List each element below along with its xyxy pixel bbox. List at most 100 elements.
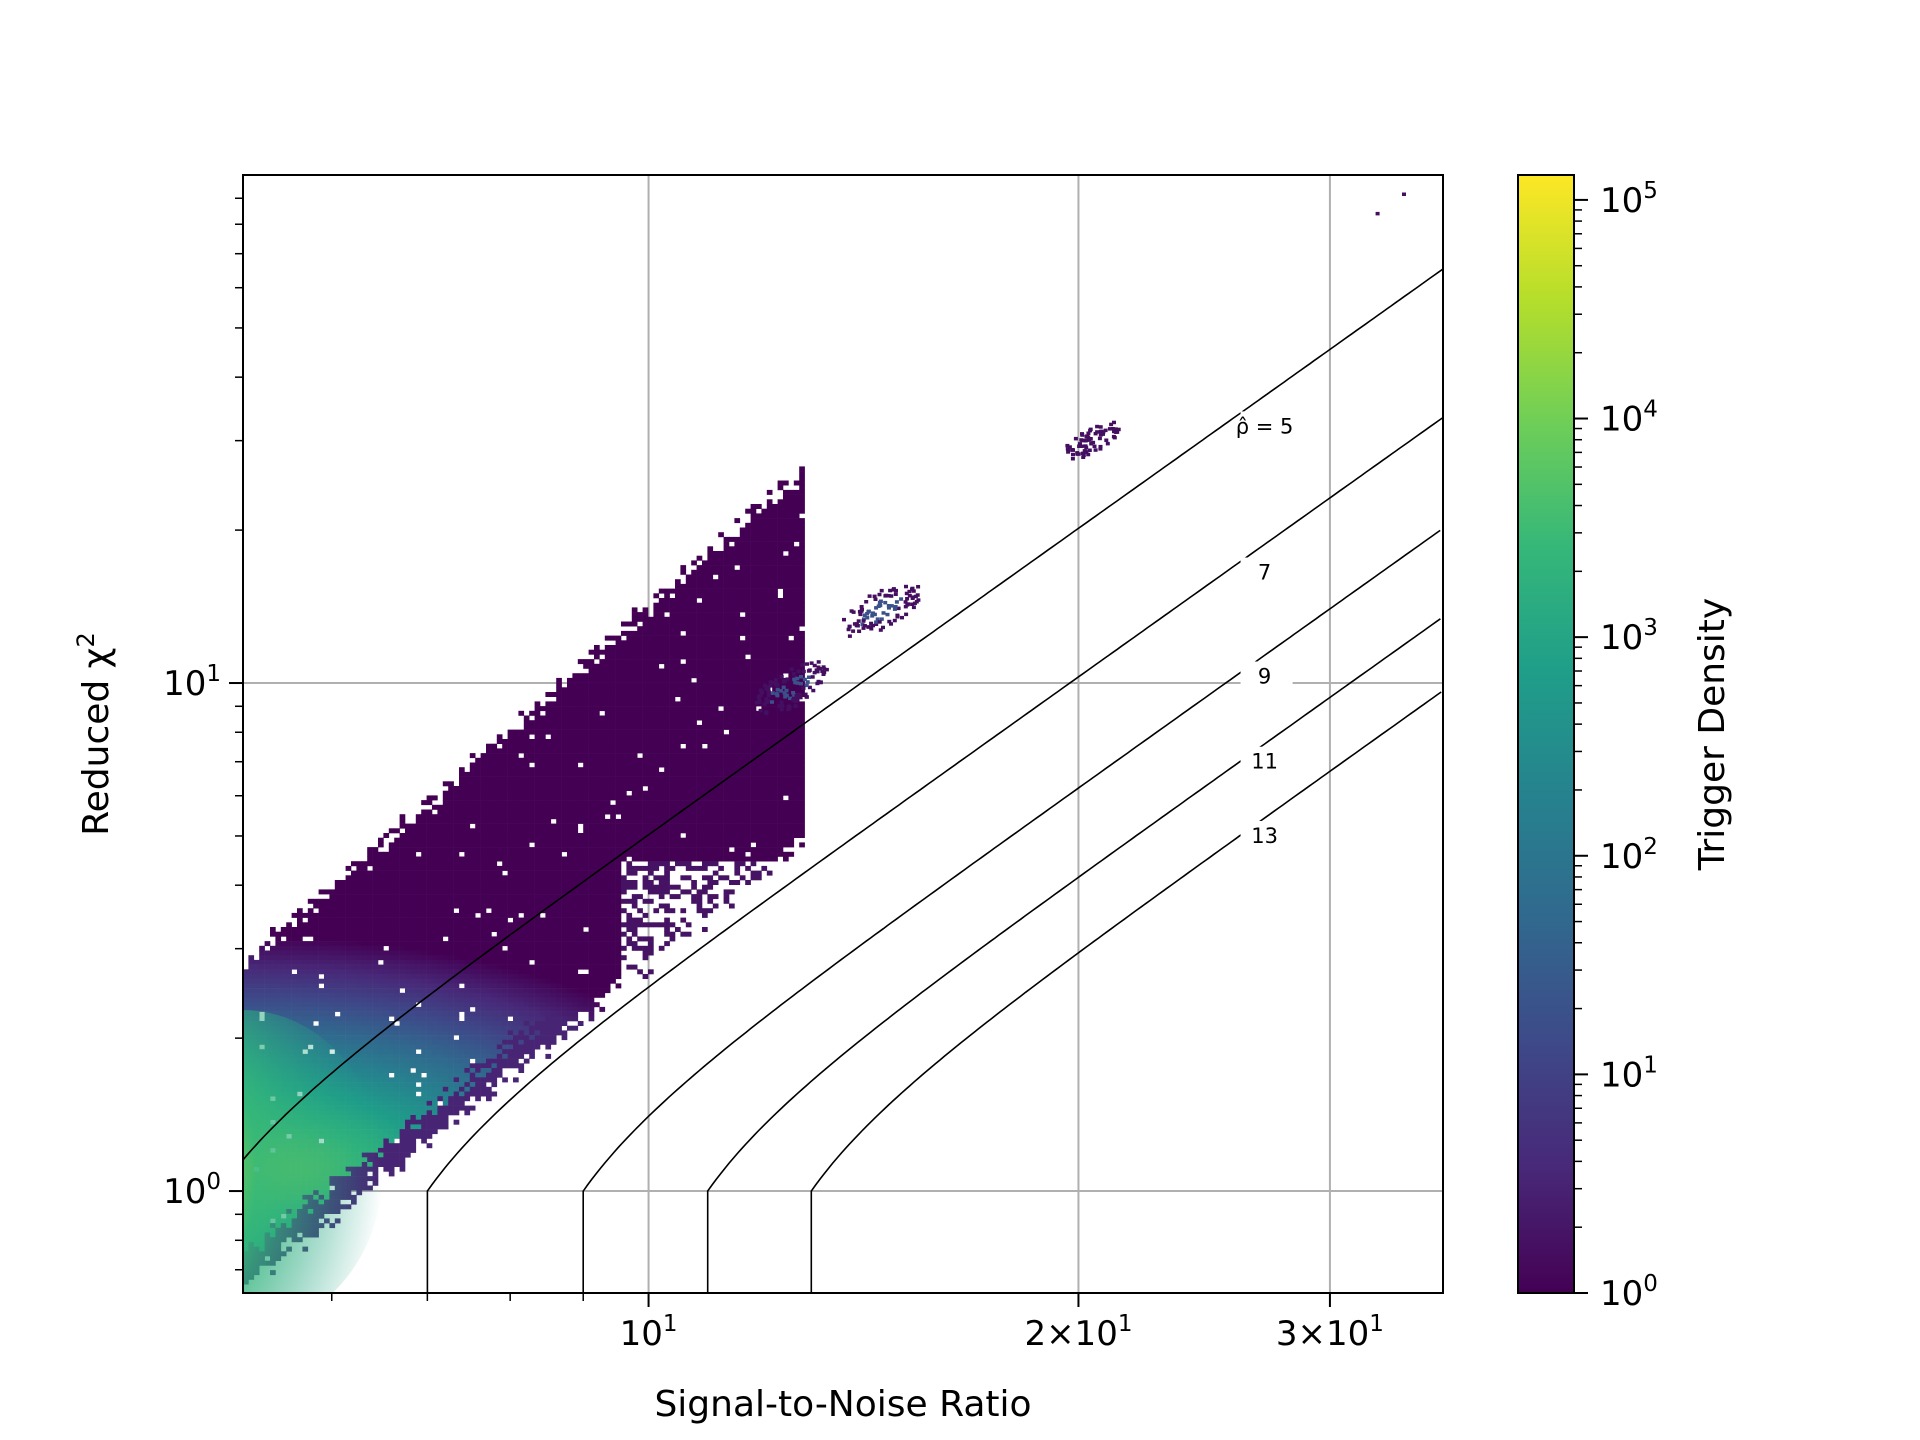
hexbin-cell [766,856,773,862]
hexbin-cell [637,945,643,951]
hexbin-cell [291,974,298,979]
hexbin-cell [594,687,600,693]
hexbin-cell [324,945,330,951]
hexbin-cell [583,823,589,829]
hexbin-cell [518,837,525,843]
hexbin-cell [734,870,741,876]
hexbin-cell [615,767,622,773]
hexbin-cell [621,654,627,660]
hexbin-cell [756,795,762,801]
hexbin-cell [621,776,627,782]
hexbin-cell [680,640,687,646]
hexbin-cell [669,701,676,707]
hexbin-cell [604,842,611,848]
hexbin-cell [756,720,762,726]
hexbin-cell [561,753,568,759]
hexbin-cell [448,875,454,881]
hexbin-cell [707,560,714,566]
hexbin-cell [459,884,465,890]
hexbin-cell [448,912,454,918]
hexbin-cell [475,889,481,895]
hexbin-cell [696,847,703,853]
hexbin-cell [642,875,649,881]
hexbin-cell [653,734,660,740]
hexbin-cell [788,504,795,509]
hexbin-cell [550,753,557,759]
hexbin-cell [550,927,557,932]
hexbin-cell [518,762,525,768]
hexbin-cell [588,903,595,909]
hexbin-cell [334,950,341,956]
hexbin-cell [712,847,719,853]
hexbin-cell [469,856,476,862]
hexbin-cell [712,842,719,848]
hexbin-cell [788,767,795,773]
hexbin-cell [702,621,708,627]
hexbin-cell [772,790,778,796]
hexbin-cell [518,804,525,810]
hexbin-cell [626,659,633,665]
hexbin-cell [518,931,525,937]
hexbin-cell [594,818,600,824]
hexbin-cell [448,908,454,914]
hexbin-cell [669,922,676,928]
hexbin-cell [367,945,373,951]
hexbin-cell [750,734,757,740]
hexbin-cell [399,950,406,956]
hexbin-cell [534,720,541,726]
hexbin-cell [642,748,649,754]
hexbin-cell [275,974,282,979]
hexbin-cell [318,903,325,909]
hexbin-cell [664,663,670,669]
hexbin-cell [750,649,757,655]
hexbin-cell [567,701,573,707]
hexbin-cell [642,687,649,693]
hexbin-cell [513,908,519,914]
hexbin-cell [491,950,498,956]
hexbin-cell [507,964,514,970]
hexbin-cell [610,955,616,961]
hexbin-cell [421,837,427,843]
hexbin-cell [621,823,627,829]
hexbin-cell [469,818,476,824]
hexbin-cell [723,612,730,618]
hexbin-cell [556,964,562,970]
hexbin-cell [507,927,514,932]
hexbin-cell [615,889,622,895]
hexbin-cell [615,668,622,674]
hexbin-cell [756,748,762,754]
hexbin-cell [669,771,676,777]
hexbin-cell [491,828,498,834]
hexbin-cell [745,532,751,538]
hexbin-cell [388,908,395,914]
hexbin-cell [507,757,514,763]
hexbin-cell [567,903,573,909]
hexbin-cell [712,786,719,791]
hexbin-cell [610,964,616,970]
hexbin-cell [502,818,508,824]
hexbin-cell [475,922,481,928]
hexbin-cell [351,884,357,890]
hexbin-cell [707,724,714,730]
hexbin-cell [675,828,681,834]
hexbin-cell [372,950,379,956]
hexbin-cell [426,818,433,824]
hexbin-cell [756,673,762,679]
hexbin-cell [702,701,708,707]
hexbin-cell [475,790,481,796]
hexbin-cell [626,706,633,712]
hexbin-cell [378,842,384,848]
hexbin-cell [518,851,525,857]
hexbin-cell [523,795,530,801]
hexbin-cell [545,955,552,961]
hexbin-cell [766,659,773,665]
hexbin-cell [734,701,741,707]
hexbin-cell [518,842,525,848]
hexbin-cell [388,974,395,979]
hexbin-cell [642,818,649,824]
hexbin-cell [783,640,789,646]
hexbin-cell [739,692,746,697]
hexbin-cell [788,569,795,575]
hexbin-cell [469,936,476,942]
hexbin-cell [626,649,633,655]
